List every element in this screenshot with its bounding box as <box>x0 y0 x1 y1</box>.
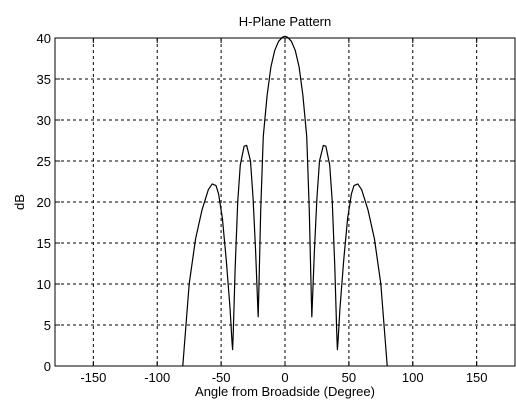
series-line-h-plane <box>182 35 388 367</box>
x-tick-label: -150 <box>80 370 106 385</box>
y-tick-label: 5 <box>44 318 51 333</box>
x-axis-label: Angle from Broadside (Degree) <box>195 384 375 399</box>
y-tick-label: 40 <box>37 31 51 46</box>
y-tick-label: 10 <box>37 277 51 292</box>
chart-title: H-Plane Pattern <box>239 14 332 29</box>
grid-lines <box>55 38 515 366</box>
y-tick-label: 20 <box>37 195 51 210</box>
x-tick-label: 150 <box>466 370 488 385</box>
x-tick-label: -100 <box>144 370 170 385</box>
y-axis-label: dB <box>12 194 27 210</box>
x-tick-label: 50 <box>342 370 356 385</box>
y-tick-label: 0 <box>44 359 51 374</box>
x-tick-label: -50 <box>212 370 231 385</box>
y-tick-label: 30 <box>37 113 51 128</box>
y-tick-label: 35 <box>37 72 51 87</box>
axis-ticks: -150 -100 -50 0 50 100 150 0 5 10 15 20 25 30 35 40 <box>37 31 515 385</box>
y-tick-label: 25 <box>37 154 51 169</box>
x-tick-label: 0 <box>281 370 288 385</box>
y-tick-label: 15 <box>37 236 51 251</box>
x-tick-label: 100 <box>402 370 424 385</box>
